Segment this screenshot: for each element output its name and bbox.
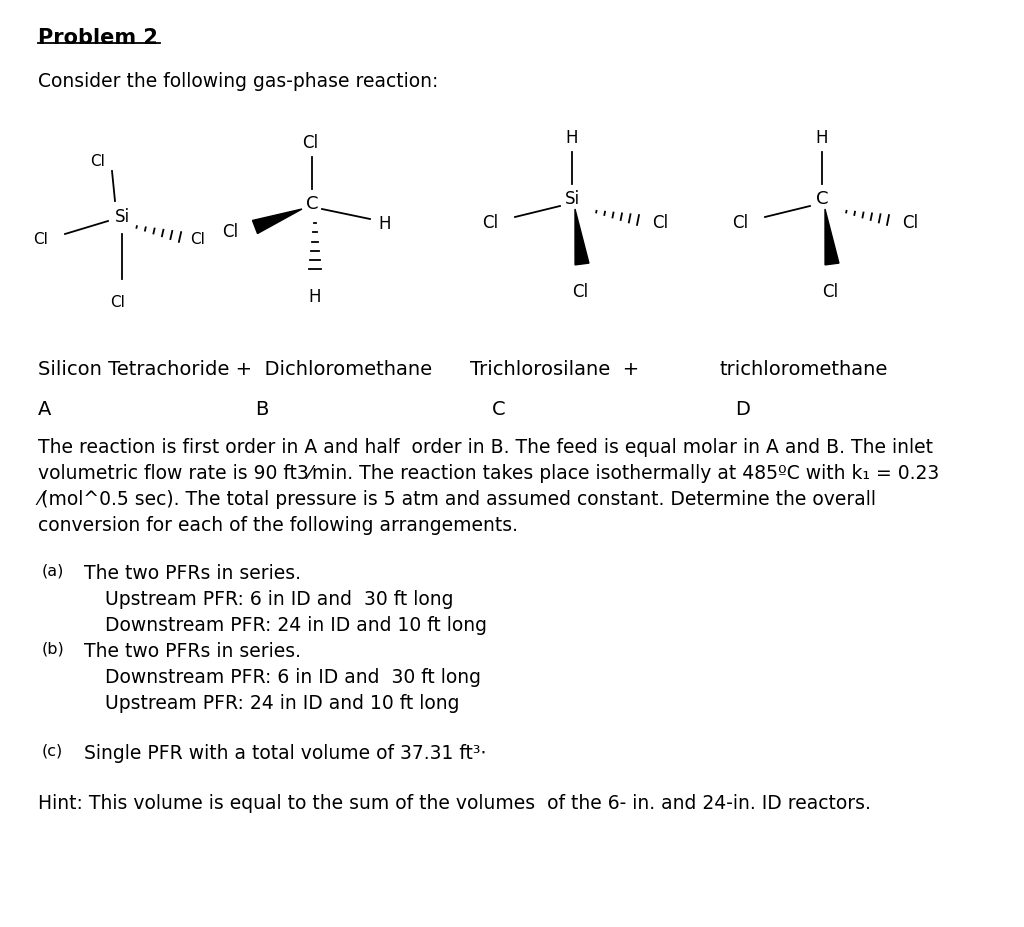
Text: Cl: Cl — [902, 214, 919, 232]
Text: Problem 2: Problem 2 — [38, 28, 158, 48]
Text: The two PFRs in series.: The two PFRs in series. — [84, 564, 301, 582]
Text: Downstream PFR: 24 in ID and 10 ft long: Downstream PFR: 24 in ID and 10 ft long — [105, 616, 487, 634]
Text: Cl: Cl — [222, 222, 238, 241]
Text: Cl: Cl — [33, 233, 48, 248]
Text: Cl: Cl — [302, 133, 318, 152]
Text: Cl: Cl — [482, 214, 498, 232]
Text: Cl: Cl — [190, 233, 205, 248]
Text: Cl: Cl — [111, 295, 125, 310]
Text: H: H — [816, 129, 828, 146]
Text: Hint: This volume is equal to the sum of the volumes  of the 6- in. and 24-in. I: Hint: This volume is equal to the sum of… — [38, 794, 870, 812]
Text: Trichlorosilane  +: Trichlorosilane + — [470, 360, 639, 378]
Text: Si: Si — [115, 208, 130, 226]
Text: H: H — [565, 129, 579, 146]
Text: A: A — [38, 400, 51, 419]
Polygon shape — [825, 210, 839, 266]
Text: Cl: Cl — [822, 283, 838, 300]
Text: C: C — [816, 190, 828, 208]
Text: (b): (b) — [42, 641, 65, 656]
Text: (a): (a) — [42, 564, 65, 578]
Text: Upstream PFR: 24 in ID and 10 ft long: Upstream PFR: 24 in ID and 10 ft long — [105, 693, 460, 712]
Text: Si: Si — [564, 190, 580, 208]
Text: The two PFRs in series.: The two PFRs in series. — [84, 641, 301, 660]
Text: H: H — [378, 215, 390, 233]
Text: Cl: Cl — [572, 283, 588, 300]
Text: H: H — [309, 287, 322, 306]
Text: The reaction is first order in A and half  order in B. The feed is equal molar i: The reaction is first order in A and hal… — [38, 438, 933, 456]
Text: D: D — [735, 400, 750, 419]
Text: Cl: Cl — [90, 154, 105, 170]
Text: Downstream PFR: 6 in ID and  30 ft long: Downstream PFR: 6 in ID and 30 ft long — [105, 667, 481, 686]
Text: conversion for each of the following arrangements.: conversion for each of the following arr… — [38, 515, 518, 535]
Polygon shape — [253, 210, 302, 235]
Text: volumetric flow rate is 90 ft3⁄min. The reaction takes place isothermally at 485: volumetric flow rate is 90 ft3⁄min. The … — [38, 464, 939, 482]
Text: B: B — [255, 400, 268, 419]
Text: trichloromethane: trichloromethane — [720, 360, 889, 378]
Text: Upstream PFR: 6 in ID and  30 ft long: Upstream PFR: 6 in ID and 30 ft long — [105, 590, 454, 608]
Polygon shape — [575, 210, 589, 266]
Text: ⁄(mol^0.5 sec). The total pressure is 5 atm and assumed constant. Determine the : ⁄(mol^0.5 sec). The total pressure is 5 … — [38, 489, 876, 508]
Text: Single PFR with a total volume of 37.31 ft³⋅: Single PFR with a total volume of 37.31 … — [84, 743, 486, 762]
Text: C: C — [492, 400, 506, 419]
Text: (c): (c) — [42, 743, 63, 758]
Text: Silicon Tetrachoride +  Dichloromethane: Silicon Tetrachoride + Dichloromethane — [38, 360, 432, 378]
Text: Consider the following gas-phase reaction:: Consider the following gas-phase reactio… — [38, 72, 438, 91]
Text: Cl: Cl — [652, 214, 668, 232]
Text: Cl: Cl — [732, 214, 748, 232]
Text: C: C — [306, 195, 318, 213]
